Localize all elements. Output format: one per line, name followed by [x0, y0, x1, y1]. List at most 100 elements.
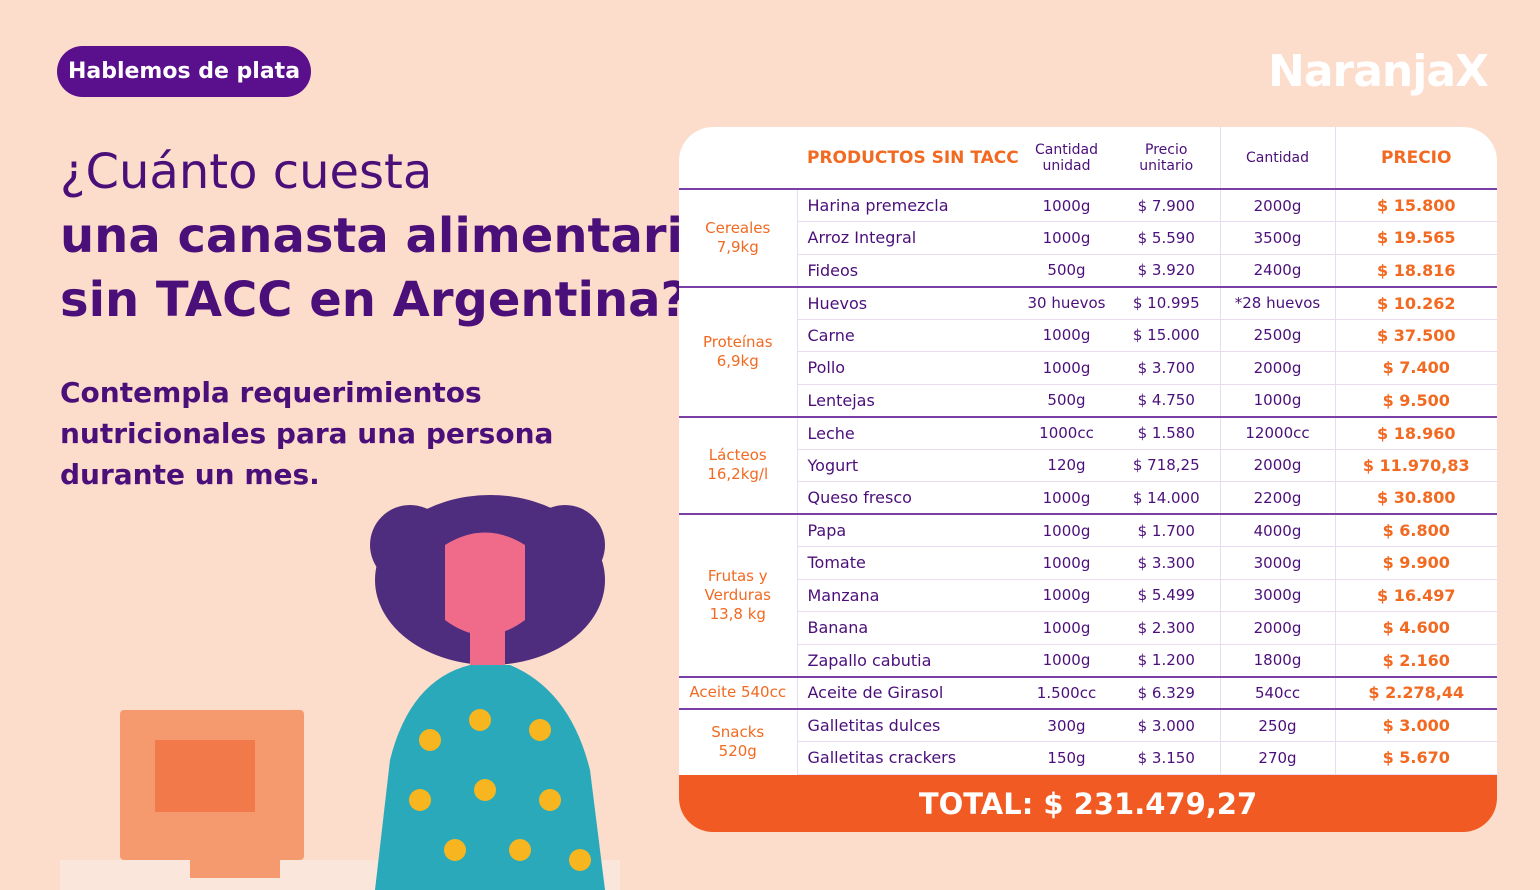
total: TOTAL: $ 231.479,27 [679, 775, 1497, 832]
group-label: Frutas y Verduras 13,8 kg [679, 513, 798, 677]
unit-size: 1000g [1020, 221, 1113, 255]
group-label-line: Lácteos [708, 446, 767, 465]
table-row: Aceite 540cc Aceite de Girasol 1.500cc $ 6.… [679, 675, 1497, 710]
table-row: Banana 1000g $ 2.300 2000g $ 4.600 [679, 611, 1497, 645]
table-row: Fideos 500g $ 3.920 2400g $ 18.816 [679, 254, 1497, 287]
table-row: Carne 1000g $ 15.000 2500g $ 37.500 [679, 319, 1497, 352]
unit-price: $ 1.580 [1113, 415, 1220, 450]
unit-size: 30 huevos [1020, 285, 1113, 320]
subtitle: Contempla requerimientos nutricionales pa… [60, 372, 553, 495]
unit-price: $ 3.300 [1113, 546, 1220, 580]
group-label-line: 16,2kg/l [707, 465, 769, 484]
table-row: Galletitas crackers 150g $ 3.150 270g $ 5.67… [679, 741, 1497, 775]
price: $ 2.160 [1334, 644, 1497, 677]
product-name: Banana [797, 611, 1020, 645]
group-header [679, 127, 797, 190]
header-line: Cantidad [1035, 141, 1098, 158]
header-line: Cantidad [1246, 149, 1309, 166]
price: $ 9.500 [1334, 384, 1497, 417]
unit-size: 1000g [1020, 319, 1113, 352]
group-label-line: Proteínas [702, 332, 773, 351]
group-label: Lácteos 16,2kg/l [679, 415, 798, 514]
hair [370, 505, 450, 585]
product-name: Tomate [797, 546, 1020, 580]
group-label-line: 520g [718, 742, 757, 760]
group-label-line: Aceite 540cc [689, 683, 787, 702]
price-table: PRODUCTOS SIN TACC Cantidad unidad Precio un… [679, 127, 1497, 775]
product-name: Galletitas dulces [797, 708, 1020, 742]
product-name: Galletitas crackers [797, 741, 1020, 775]
group-label: Snacks 520g [679, 708, 798, 774]
subtitle-line: Contempla requerimientos [60, 376, 482, 409]
quantity: 4000g [1219, 513, 1335, 547]
quantity: 540cc [1219, 675, 1335, 710]
price: $ 3.000 [1334, 708, 1497, 742]
unit-price: $ 1.700 [1113, 513, 1220, 547]
product-name: Papa [797, 513, 1020, 547]
unit-price: $ 3.920 [1113, 254, 1220, 287]
unit-size: 1000cc [1020, 415, 1113, 450]
unit-size: 1000g [1020, 513, 1113, 547]
unit-size: 300g [1020, 708, 1113, 742]
quantity: 1000g [1219, 384, 1335, 417]
title-line: una canasta alimentaria [60, 208, 716, 264]
price: $ 37.500 [1334, 319, 1497, 352]
product-name: Huevos [797, 285, 1020, 320]
unit-price: $ 718,25 [1113, 449, 1220, 482]
quantity: 2400g [1219, 254, 1335, 287]
table-row: Arroz Integral 1000g $ 5.590 3500g $ 19.565 [679, 221, 1497, 255]
product-name: Fideos [797, 254, 1020, 287]
group-label-line: 6,9kg [716, 351, 759, 370]
unit-price: $ 3.700 [1113, 351, 1220, 385]
table-row: Yogurt 120g $ 718,25 2000g $ 11.970,83 [679, 449, 1497, 482]
title-line: ¿Cuánto cuesta [60, 144, 433, 200]
quantity: 2500g [1219, 319, 1335, 352]
table-row: Lentejas 500g $ 4.750 1000g $ 9.500 [679, 384, 1497, 417]
unit-price: $ 3.150 [1113, 741, 1220, 775]
product-name: Aceite de Girasol [797, 675, 1020, 710]
quantity: 1800g [1219, 644, 1335, 677]
subtitle-line: durante un mes. [60, 458, 320, 491]
column-header: PRODUCTOS SIN TACC [797, 127, 1020, 190]
hair [525, 505, 605, 585]
table-row: Frutas y Verduras 13,8 kg Papa 1000g $ 1.700 4… [679, 513, 1497, 677]
column-header: Precio unitario [1113, 127, 1220, 190]
unit-size: 500g [1020, 384, 1113, 417]
group-label: Aceite 540cc [679, 675, 798, 709]
quantity: 2200g [1219, 481, 1335, 515]
price: $ 11.970,83 [1334, 449, 1497, 482]
title: ¿Cuánto cuesta una canasta alimentaria sin… [60, 140, 715, 332]
product-name: Manzana [797, 579, 1020, 612]
product-name: Arroz Integral [797, 221, 1020, 255]
table-row: Queso fresco 1000g $ 14.000 2200g $ 30.800 [679, 481, 1497, 515]
illustration [60, 495, 620, 890]
header-line: PRECIO [1381, 147, 1452, 168]
table-row: Manzana 1000g $ 5.499 3000g $ 16.497 [679, 579, 1497, 612]
quantity: *28 huevos [1219, 285, 1335, 320]
price: $ 19.565 [1334, 221, 1497, 255]
group-label-line: 13,8 kg [709, 604, 766, 623]
unit-size: 120g [1020, 449, 1113, 482]
unit-size: 500g [1020, 254, 1113, 287]
group-label: Cereales 7,9kg [679, 189, 798, 287]
unit-price: $ 3.000 [1113, 708, 1220, 742]
neck [470, 620, 505, 670]
table-row: Snacks 520g Galletitas dulces 300g $ 3.000 25… [679, 708, 1497, 774]
price: $ 30.800 [1334, 481, 1497, 515]
price: $ 9.900 [1334, 546, 1497, 580]
dots [409, 709, 591, 871]
unit-size: 1000g [1020, 579, 1113, 612]
price-table-card: PRODUCTOS SIN TACC Cantidad unidad Precio un… [679, 127, 1497, 832]
quantity: 3000g [1219, 579, 1335, 612]
header-line: unidad [1042, 157, 1091, 174]
unit-price: $ 10.995 [1113, 285, 1220, 320]
screen [155, 740, 255, 812]
product-name: Leche [797, 415, 1020, 450]
header-line: unitario [1139, 157, 1194, 174]
table-row: Zapallo cabutia 1000g $ 1.200 1800g $ 2.160 [679, 644, 1497, 677]
monitor-base [190, 850, 280, 878]
header-line: Precio [1145, 141, 1188, 158]
group-label-line: Verduras [704, 585, 771, 604]
header-line: PRODUCTOS SIN TACC [807, 147, 1019, 168]
